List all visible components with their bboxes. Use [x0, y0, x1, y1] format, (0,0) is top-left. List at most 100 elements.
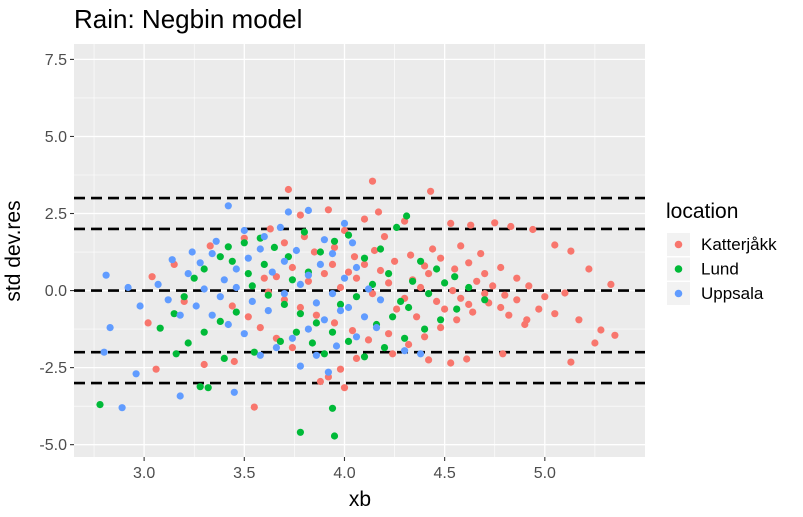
data-point — [280, 290, 288, 298]
data-point — [352, 293, 361, 301]
data-point — [597, 326, 605, 334]
x-tick-label: 5.0 — [534, 465, 556, 482]
data-point — [352, 354, 361, 362]
data-point — [501, 291, 509, 299]
data-point — [260, 260, 268, 268]
data-point — [148, 273, 156, 281]
data-point — [232, 265, 240, 273]
data-point — [260, 233, 268, 241]
data-point — [521, 320, 529, 329]
data-point — [336, 365, 345, 373]
data-point — [296, 428, 304, 436]
data-point — [280, 257, 288, 265]
data-point — [100, 348, 108, 356]
data-point — [389, 313, 397, 321]
data-point — [376, 245, 385, 253]
series-uppsala — [100, 202, 425, 412]
data-point — [216, 317, 224, 325]
data-point — [296, 310, 304, 318]
data-point — [250, 348, 258, 356]
data-point — [340, 219, 349, 227]
data-point — [481, 290, 489, 298]
data-point — [244, 270, 252, 278]
data-point — [364, 336, 373, 344]
data-point — [505, 311, 513, 319]
data-point — [232, 308, 240, 316]
data-point — [208, 311, 216, 319]
data-point — [433, 265, 441, 273]
data-point — [360, 254, 369, 262]
data-point — [429, 245, 437, 253]
data-point — [240, 226, 248, 235]
data-point — [575, 316, 583, 324]
data-point — [304, 325, 312, 333]
data-point — [132, 370, 140, 378]
data-point — [276, 337, 284, 345]
x-tick-label: 3.5 — [233, 465, 255, 482]
data-point — [244, 254, 252, 262]
x-tick-label: 4.0 — [333, 465, 355, 482]
data-point — [332, 342, 341, 350]
data-point — [288, 263, 296, 272]
data-point — [320, 236, 328, 244]
data-point — [344, 268, 353, 276]
data-point — [393, 223, 401, 231]
data-point — [344, 337, 353, 345]
data-point — [551, 310, 559, 318]
data-point — [224, 320, 232, 329]
data-point — [328, 404, 337, 412]
data-point — [457, 294, 465, 302]
data-point — [204, 384, 212, 392]
data-point — [304, 277, 312, 285]
legend-marker — [674, 240, 683, 249]
data-point — [425, 270, 433, 278]
data-point — [156, 324, 164, 332]
data-point — [320, 270, 328, 278]
data-point — [561, 289, 569, 297]
data-point — [330, 319, 339, 327]
data-point — [451, 265, 459, 273]
data-point — [280, 239, 288, 247]
y-axis-title: std dev.res — [2, 200, 25, 301]
data-point — [102, 271, 110, 279]
data-point — [567, 247, 575, 255]
data-point — [421, 325, 429, 333]
legend-label: Uppsala — [701, 284, 764, 303]
data-point — [441, 305, 449, 313]
data-point — [200, 360, 208, 369]
data-point — [240, 330, 248, 338]
data-point — [312, 319, 320, 327]
plot-panel — [74, 44, 645, 457]
data-point — [397, 297, 405, 305]
data-point — [374, 208, 383, 216]
data-point — [541, 293, 549, 301]
data-point — [316, 377, 324, 386]
data-point — [385, 330, 393, 338]
data-point — [391, 257, 399, 265]
data-point — [264, 291, 272, 299]
data-point — [256, 324, 264, 332]
data-point — [196, 383, 204, 391]
data-point — [433, 297, 441, 305]
data-point — [348, 239, 357, 247]
data-point — [352, 333, 361, 341]
data-point — [192, 302, 200, 310]
data-point — [276, 223, 284, 231]
data-point — [228, 257, 236, 265]
data-point — [449, 287, 457, 295]
data-point — [264, 307, 272, 315]
legend-marker — [674, 265, 683, 273]
data-point — [417, 283, 425, 292]
data-point — [368, 177, 377, 185]
data-point — [170, 310, 178, 318]
data-point — [385, 279, 393, 287]
data-point — [292, 328, 300, 336]
data-point — [248, 282, 256, 290]
data-point — [200, 328, 208, 336]
y-tick-label: -2.5 — [39, 360, 67, 377]
data-point — [453, 305, 461, 313]
data-point — [230, 388, 238, 396]
data-point — [248, 297, 256, 305]
data-point — [284, 185, 292, 194]
